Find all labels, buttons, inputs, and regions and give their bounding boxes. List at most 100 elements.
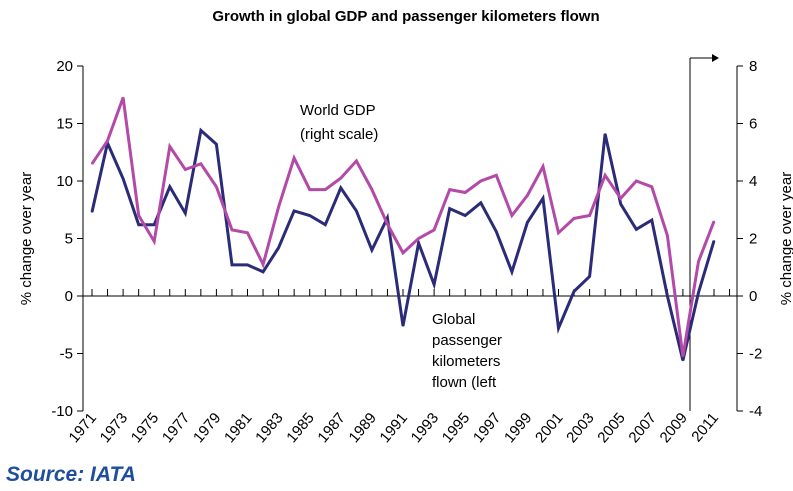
x-tick-label: 1981 bbox=[221, 410, 255, 446]
left-tick-label: 20 bbox=[56, 58, 73, 75]
x-tick-label: 1999 bbox=[501, 410, 535, 446]
x-tick-label: 2011 bbox=[688, 410, 722, 446]
data-point-passenger-km bbox=[262, 271, 264, 273]
annotation-pkm-line4: flown (left bbox=[432, 374, 497, 391]
data-point-world-gdp bbox=[588, 214, 591, 217]
data-point-world-gdp bbox=[417, 237, 420, 240]
right-tick-label: 4 bbox=[749, 173, 757, 190]
data-point-passenger-km bbox=[604, 133, 606, 135]
chart-title: Growth in global GDP and passenger kilom… bbox=[212, 8, 599, 25]
data-point-world-gdp bbox=[153, 240, 155, 243]
data-point-world-gdp bbox=[495, 174, 498, 177]
data-point-passenger-km bbox=[153, 223, 155, 226]
x-tick-label: 1997 bbox=[470, 410, 504, 446]
x-tick-label: 1985 bbox=[283, 410, 317, 446]
left-tick-label: 15 bbox=[56, 116, 73, 133]
data-point-world-gdp bbox=[433, 229, 435, 231]
x-tick-label: 2005 bbox=[594, 410, 628, 446]
data-point-passenger-km bbox=[495, 230, 498, 233]
data-point-passenger-km bbox=[293, 210, 295, 212]
data-point-passenger-km bbox=[573, 290, 575, 293]
data-point-world-gdp bbox=[464, 191, 467, 194]
data-point-passenger-km bbox=[666, 295, 669, 297]
data-point-passenger-km bbox=[697, 291, 700, 294]
x-tick-label: 1989 bbox=[345, 410, 379, 446]
data-point-passenger-km bbox=[200, 129, 202, 132]
data-point-world-gdp bbox=[122, 96, 124, 99]
data-point-world-gdp bbox=[308, 188, 311, 191]
left-tick-label: -10 bbox=[51, 403, 73, 420]
data-point-world-gdp bbox=[184, 168, 187, 171]
marker-arrow-head bbox=[712, 54, 719, 62]
x-tick-label: 1979 bbox=[190, 410, 224, 446]
data-point-world-gdp bbox=[137, 214, 140, 217]
data-point-passenger-km bbox=[246, 264, 249, 266]
data-point-passenger-km bbox=[122, 177, 124, 180]
data-point-passenger-km bbox=[386, 217, 389, 219]
x-tick-label: 1977 bbox=[159, 410, 193, 446]
data-point-world-gdp bbox=[106, 140, 109, 142]
data-point-world-gdp bbox=[542, 165, 544, 168]
annotation-gdp-line2: (right scale) bbox=[300, 126, 378, 143]
data-point-world-gdp bbox=[91, 163, 93, 165]
x-tick-label: 2009 bbox=[656, 410, 690, 446]
data-point-passenger-km bbox=[402, 325, 404, 327]
series-layer bbox=[90, 96, 716, 362]
data-point-passenger-km bbox=[635, 228, 638, 231]
data-point-passenger-km bbox=[433, 283, 435, 286]
annotations: World GDP (right scale) Global passenger… bbox=[300, 102, 502, 391]
right-tick-label: -4 bbox=[749, 403, 762, 420]
x-tick-label: 1995 bbox=[439, 410, 473, 446]
data-point-world-gdp bbox=[355, 160, 358, 162]
right-tick-label: 2 bbox=[749, 231, 757, 248]
left-tick-label: -5 bbox=[60, 346, 73, 363]
data-point-passenger-km bbox=[277, 246, 280, 249]
data-point-world-gdp bbox=[169, 145, 171, 148]
data-point-passenger-km bbox=[169, 186, 171, 188]
data-point-passenger-km bbox=[340, 187, 342, 189]
data-point-world-gdp bbox=[277, 206, 280, 208]
data-point-passenger-km bbox=[91, 211, 93, 213]
data-point-world-gdp bbox=[682, 355, 684, 358]
data-point-passenger-km bbox=[480, 202, 482, 204]
data-point-world-gdp bbox=[246, 232, 249, 234]
x-tick-label: 2001 bbox=[532, 410, 566, 446]
right-axis-title: % change over year bbox=[778, 172, 793, 305]
data-point-passenger-km bbox=[588, 275, 591, 278]
x-tick-label: 1973 bbox=[97, 410, 131, 446]
data-point-world-gdp bbox=[573, 217, 575, 220]
data-point-world-gdp bbox=[604, 174, 606, 177]
data-point-passenger-km bbox=[137, 223, 140, 226]
data-point-passenger-km bbox=[448, 207, 451, 210]
left-tick-label: 5 bbox=[65, 231, 73, 248]
annotation-pkm-line3: kilometers bbox=[432, 353, 500, 370]
data-point-passenger-km bbox=[713, 240, 715, 242]
data-point-world-gdp bbox=[324, 188, 327, 191]
x-tick-label: 1991 bbox=[377, 410, 411, 446]
data-point-world-gdp bbox=[215, 186, 218, 188]
source-label: Source: IATA bbox=[6, 463, 136, 486]
x-tick-label: 1975 bbox=[128, 410, 162, 446]
x-tick-label: 1993 bbox=[408, 410, 442, 446]
right-tick-label: 0 bbox=[749, 288, 757, 305]
data-point-passenger-km bbox=[557, 327, 560, 330]
data-point-world-gdp bbox=[480, 180, 482, 182]
data-point-passenger-km bbox=[542, 197, 544, 200]
data-point-passenger-km bbox=[231, 264, 233, 266]
x-tick-label: 1987 bbox=[314, 410, 348, 446]
data-point-passenger-km bbox=[526, 221, 529, 224]
data-point-passenger-km bbox=[417, 242, 420, 244]
x-tick-label: 2003 bbox=[563, 410, 597, 446]
right-tick-label: -2 bbox=[749, 346, 762, 363]
data-point-passenger-km bbox=[184, 212, 187, 214]
data-point-world-gdp bbox=[697, 260, 700, 263]
annotation-gdp-line1: World GDP bbox=[300, 102, 376, 119]
data-point-world-gdp bbox=[402, 252, 404, 254]
data-point-world-gdp bbox=[386, 223, 389, 225]
data-point-world-gdp bbox=[371, 188, 373, 191]
data-point-world-gdp bbox=[713, 220, 715, 223]
data-point-passenger-km bbox=[682, 359, 684, 362]
data-point-passenger-km bbox=[619, 203, 622, 205]
data-point-world-gdp bbox=[511, 214, 513, 217]
